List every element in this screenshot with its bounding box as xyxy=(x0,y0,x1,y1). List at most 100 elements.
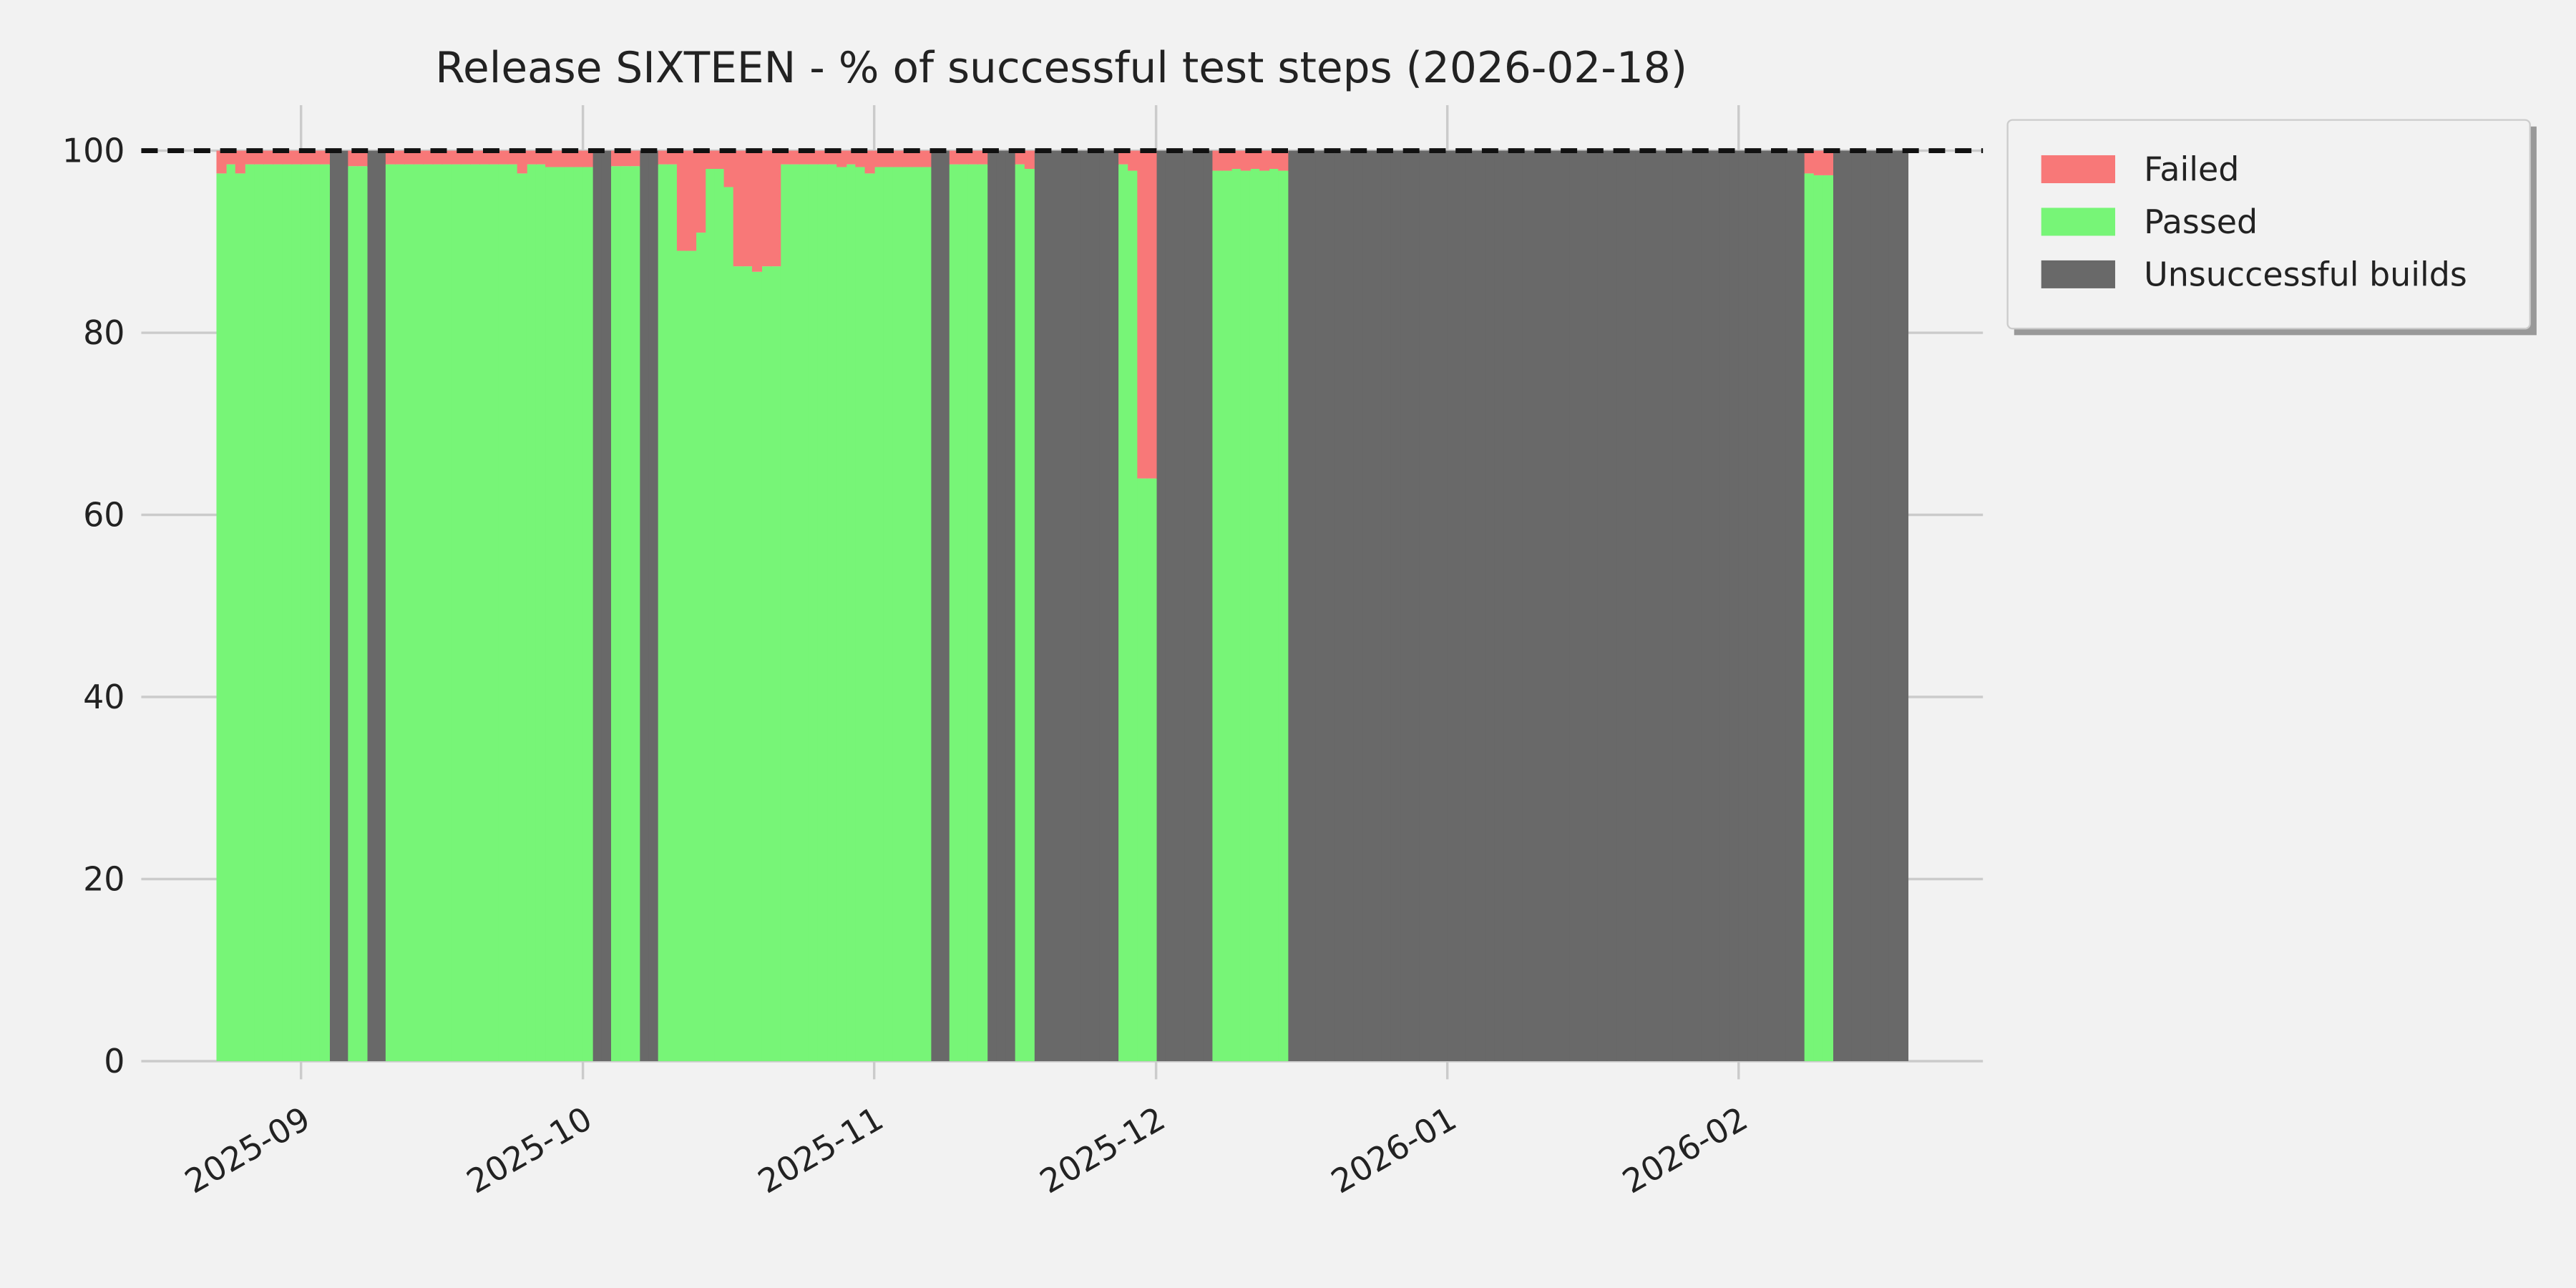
area-segment xyxy=(1324,150,1336,1061)
area-segment xyxy=(883,150,894,167)
area-segment xyxy=(1259,150,1270,171)
area-segment xyxy=(799,150,809,165)
area-segment xyxy=(1372,150,1382,1061)
area-segment xyxy=(564,167,575,1061)
area-segment xyxy=(912,167,922,1061)
area-segment xyxy=(535,164,547,1061)
area-segment xyxy=(1269,150,1279,170)
area-segment xyxy=(864,150,875,174)
area-segment xyxy=(630,166,640,1061)
area-segment xyxy=(432,164,443,1061)
area-segment xyxy=(385,150,396,165)
area-segment xyxy=(1315,150,1326,1061)
area-segment xyxy=(912,150,922,167)
area-segment xyxy=(1297,150,1307,1061)
area-segment xyxy=(620,150,631,167)
area-segment xyxy=(723,187,734,1061)
area-segment xyxy=(1860,150,1871,1061)
area-segment xyxy=(1090,150,1101,1061)
area-segment xyxy=(329,150,340,1061)
area-segment xyxy=(451,150,462,165)
area-segment xyxy=(1898,150,1909,1061)
area-segment xyxy=(273,150,283,165)
area-segment xyxy=(1719,150,1730,1061)
area-segment xyxy=(1212,170,1223,1061)
area-segment xyxy=(1099,150,1110,1061)
area-segment xyxy=(460,150,471,165)
area-segment xyxy=(414,164,424,1061)
area-segment xyxy=(1710,150,1721,1061)
area-segment xyxy=(404,150,415,165)
area-segment xyxy=(1588,150,1599,1061)
area-segment xyxy=(789,150,800,165)
area-segment xyxy=(244,164,255,1061)
area-segment xyxy=(319,164,330,1061)
area-segment xyxy=(348,166,358,1061)
area-segment xyxy=(235,150,245,174)
area-segment xyxy=(1785,150,1796,1061)
area-segment xyxy=(1560,150,1571,1061)
area-segment xyxy=(1663,150,1674,1061)
area-segment xyxy=(1259,170,1270,1061)
area-segment xyxy=(940,150,950,1061)
area-segment xyxy=(441,164,452,1061)
area-segment xyxy=(460,164,471,1061)
legend-label: Unsuccessful builds xyxy=(2144,255,2467,293)
area-segment xyxy=(244,150,255,165)
area-segment xyxy=(1767,150,1777,1061)
area-segment xyxy=(1644,150,1655,1061)
area-segment xyxy=(254,164,265,1061)
area-segment xyxy=(799,164,809,1061)
area-segment xyxy=(1672,150,1683,1061)
area-segment xyxy=(742,266,753,1061)
area-segment xyxy=(723,150,734,187)
area-segment xyxy=(771,150,781,267)
area-segment xyxy=(291,150,302,165)
area-segment xyxy=(1194,150,1204,1061)
area-segment xyxy=(301,150,311,165)
area-segment xyxy=(1306,150,1317,1061)
area-segment xyxy=(1626,150,1636,1061)
area-segment xyxy=(1128,150,1138,171)
area-segment xyxy=(517,150,527,174)
area-segment xyxy=(601,150,612,1061)
area-segment xyxy=(836,150,847,167)
area-segment xyxy=(1240,150,1251,171)
area-segment xyxy=(1212,150,1223,171)
area-segment xyxy=(733,150,743,267)
area-segment xyxy=(1475,150,1486,1061)
area-segment xyxy=(282,150,293,165)
legend-label: Passed xyxy=(2144,203,2258,241)
area-segment xyxy=(507,150,518,165)
area-segment xyxy=(479,150,490,165)
legend-box xyxy=(2006,119,2531,330)
area-segment xyxy=(864,173,875,1061)
area-segment xyxy=(376,150,386,1061)
area-segment xyxy=(1692,150,1702,1061)
area-segment xyxy=(291,164,302,1061)
area-segment xyxy=(1870,150,1880,1061)
area-segment xyxy=(1381,150,1392,1061)
legend-swatch xyxy=(2041,208,2115,236)
area-segment xyxy=(1287,150,1298,1061)
area-segment xyxy=(611,166,622,1061)
area-segment xyxy=(1682,150,1693,1061)
area-segment xyxy=(1842,150,1853,1061)
area-segment xyxy=(366,150,377,1061)
area-segment xyxy=(573,150,584,167)
area-segment xyxy=(958,150,969,165)
area-segment xyxy=(1635,150,1646,1061)
area-segment xyxy=(592,150,602,1061)
area-segment xyxy=(1569,150,1580,1061)
area-segment xyxy=(676,250,687,1061)
area-segment xyxy=(526,164,537,1061)
area-segment xyxy=(883,167,894,1061)
area-segment xyxy=(817,150,828,165)
area-segment xyxy=(1184,150,1195,1061)
area-segment xyxy=(1118,164,1129,1061)
area-segment xyxy=(1278,150,1289,171)
area-segment xyxy=(1804,150,1815,174)
area-segment xyxy=(1879,150,1890,1061)
legend-swatch xyxy=(2041,155,2115,183)
